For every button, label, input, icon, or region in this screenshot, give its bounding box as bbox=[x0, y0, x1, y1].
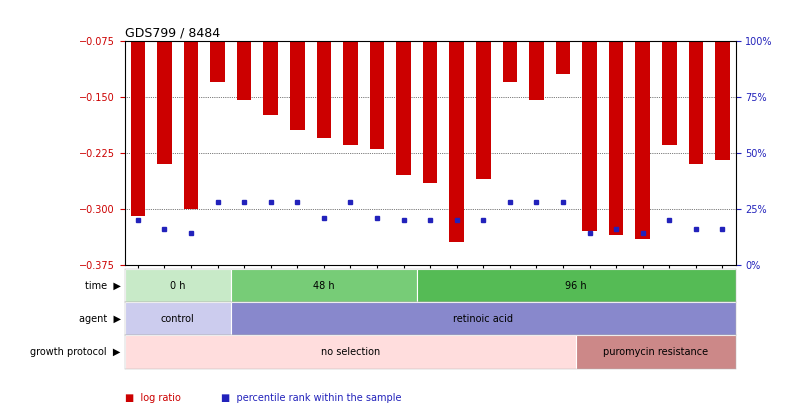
Text: agent  ▶: agent ▶ bbox=[79, 314, 120, 324]
Bar bbox=[290, 40, 304, 130]
Bar bbox=[316, 40, 331, 138]
Text: GDS799 / 8484: GDS799 / 8484 bbox=[124, 26, 219, 39]
Bar bbox=[555, 40, 569, 74]
Bar bbox=[230, 302, 735, 335]
Bar bbox=[396, 40, 410, 175]
Bar bbox=[124, 269, 230, 302]
Bar bbox=[237, 40, 251, 100]
Bar bbox=[124, 335, 576, 369]
Bar bbox=[634, 40, 649, 239]
Bar bbox=[576, 335, 735, 369]
Bar bbox=[263, 40, 278, 115]
Text: control: control bbox=[161, 314, 194, 324]
Bar bbox=[687, 40, 703, 164]
Bar bbox=[581, 40, 596, 231]
Bar bbox=[714, 40, 729, 160]
Bar bbox=[661, 40, 675, 145]
Text: 48 h: 48 h bbox=[312, 281, 334, 290]
Bar bbox=[449, 40, 463, 243]
Bar bbox=[157, 40, 172, 164]
Bar bbox=[130, 40, 145, 216]
Bar bbox=[230, 269, 416, 302]
Text: puromycin resistance: puromycin resistance bbox=[602, 347, 707, 357]
Bar bbox=[124, 302, 230, 335]
Text: time  ▶: time ▶ bbox=[84, 281, 120, 290]
Text: 96 h: 96 h bbox=[565, 281, 586, 290]
Text: growth protocol  ▶: growth protocol ▶ bbox=[31, 347, 120, 357]
Bar bbox=[528, 40, 543, 100]
Text: ■  log ratio: ■ log ratio bbox=[124, 393, 180, 403]
Bar bbox=[210, 40, 225, 82]
Bar bbox=[475, 40, 490, 179]
Bar bbox=[369, 40, 384, 149]
Text: 0 h: 0 h bbox=[169, 281, 185, 290]
Bar bbox=[184, 40, 198, 209]
Bar bbox=[608, 40, 622, 235]
Bar bbox=[343, 40, 357, 145]
Bar bbox=[502, 40, 516, 82]
Text: no selection: no selection bbox=[320, 347, 380, 357]
Text: retinoic acid: retinoic acid bbox=[453, 314, 512, 324]
Text: ■  percentile rank within the sample: ■ percentile rank within the sample bbox=[221, 393, 402, 403]
Bar bbox=[416, 269, 735, 302]
Bar bbox=[422, 40, 437, 183]
